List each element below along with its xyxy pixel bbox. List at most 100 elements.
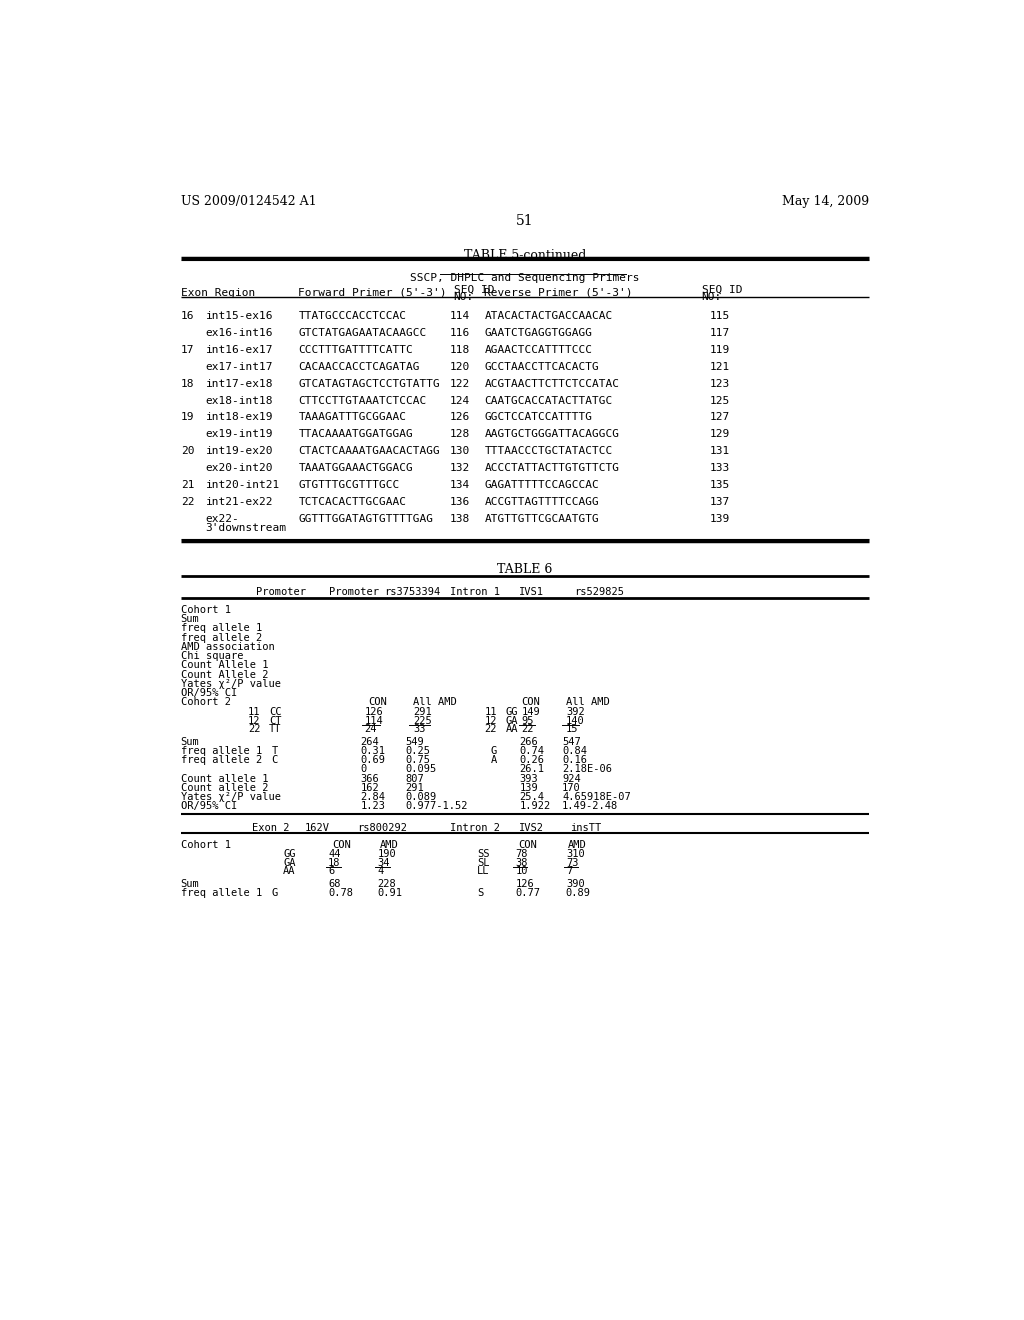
Text: 134: 134 [450,480,470,490]
Text: 1.23: 1.23 [360,801,385,812]
Text: 225: 225 [414,715,432,726]
Text: AMD: AMD [380,840,398,850]
Text: 0.095: 0.095 [406,764,436,775]
Text: 116: 116 [450,327,470,338]
Text: ACCCTATTACTTGTGTTCTG: ACCCTATTACTTGTGTTCTG [484,463,620,474]
Text: 291: 291 [406,783,424,793]
Text: Count Allele 1: Count Allele 1 [180,660,268,671]
Text: 0: 0 [360,764,367,775]
Text: 264: 264 [360,737,379,747]
Text: 549: 549 [406,737,424,747]
Text: rs529825: rs529825 [573,586,624,597]
Text: 20: 20 [180,446,195,457]
Text: S: S [477,888,483,899]
Text: 133: 133 [710,463,729,474]
Text: 132: 132 [450,463,470,474]
Text: GCCTAACCTTCACACTG: GCCTAACCTTCACACTG [484,362,599,372]
Text: 130: 130 [450,446,470,457]
Text: freq allele 1: freq allele 1 [180,746,262,756]
Text: 392: 392 [566,708,585,717]
Text: 310: 310 [566,849,585,859]
Text: Forward Primer (5'-3'): Forward Primer (5'-3') [299,288,447,298]
Text: CON: CON [332,840,350,850]
Text: 22: 22 [248,725,261,734]
Text: 0.26: 0.26 [519,755,545,766]
Text: 129: 129 [710,429,729,440]
Text: 6: 6 [328,866,334,876]
Text: TABLE 6: TABLE 6 [497,564,553,577]
Text: CT: CT [269,715,282,726]
Text: 126: 126 [450,412,470,422]
Text: 266: 266 [519,737,539,747]
Text: 547: 547 [562,737,581,747]
Text: 124: 124 [450,396,470,405]
Text: 0.31: 0.31 [360,746,385,756]
Text: GA: GA [283,858,296,867]
Text: 16: 16 [180,312,195,321]
Text: AMD association: AMD association [180,642,274,652]
Text: 2.84: 2.84 [360,792,385,803]
Text: SEQ ID: SEQ ID [454,285,494,294]
Text: 137: 137 [710,498,729,507]
Text: 0.75: 0.75 [406,755,430,766]
Text: AGAACTCCATTTTCCC: AGAACTCCATTTTCCC [484,345,593,355]
Text: 119: 119 [710,345,729,355]
Text: 117: 117 [710,327,729,338]
Text: AA: AA [506,725,518,734]
Text: 3'downstream: 3'downstream [206,523,287,532]
Text: CON: CON [518,840,537,850]
Text: CACAACCACCTCAGATAG: CACAACCACCTCAGATAG [299,362,420,372]
Text: TAAAGATTTGCGGAAC: TAAAGATTTGCGGAAC [299,412,407,422]
Text: CON: CON [521,697,541,708]
Text: Sum: Sum [180,879,200,890]
Text: freq allele 2: freq allele 2 [180,632,262,643]
Text: 123: 123 [710,379,729,388]
Text: 114: 114 [365,715,383,726]
Text: TTATGCCCACCTCCAC: TTATGCCCACCTCCAC [299,312,407,321]
Text: rs3753394: rs3753394 [384,586,440,597]
Text: GAGATTTTTCCAGCCAC: GAGATTTTTCCAGCCAC [484,480,599,490]
Text: A: A [490,755,497,766]
Text: G: G [271,888,278,899]
Text: 25.4: 25.4 [519,792,545,803]
Text: 127: 127 [710,412,729,422]
Text: 924: 924 [562,774,581,784]
Text: Cohort 1: Cohort 1 [180,840,230,850]
Text: TTACAAAATGGATGGAG: TTACAAAATGGATGGAG [299,429,414,440]
Text: 0.977-1.52: 0.977-1.52 [406,801,468,812]
Text: 118: 118 [450,345,470,355]
Text: LL: LL [477,866,489,876]
Text: ATACACTACTGACCAACAC: ATACACTACTGACCAACAC [484,312,612,321]
Text: 17: 17 [180,345,195,355]
Text: Intron 2: Intron 2 [450,822,500,833]
Text: 18: 18 [180,379,195,388]
Text: OR/95% CI: OR/95% CI [180,801,237,812]
Text: freq allele 2: freq allele 2 [180,755,262,766]
Text: 120: 120 [450,362,470,372]
Text: GA: GA [506,715,518,726]
Text: Promoter: Promoter [330,586,380,597]
Text: IVS2: IVS2 [519,822,545,833]
Text: int17-ex18: int17-ex18 [206,379,273,388]
Text: ATGTTGTTCGCAATGTG: ATGTTGTTCGCAATGTG [484,515,599,524]
Text: GTCTATGAGAATACAAGCC: GTCTATGAGAATACAAGCC [299,327,427,338]
Text: 95: 95 [521,715,535,726]
Text: 170: 170 [562,783,581,793]
Text: 24: 24 [365,725,377,734]
Text: GGCTCCATCCATTTTG: GGCTCCATCCATTTTG [484,412,593,422]
Text: 126: 126 [515,879,535,890]
Text: 0.78: 0.78 [328,888,353,899]
Text: insTT: insTT [569,822,601,833]
Text: TTTAACCCTGCTATACTCC: TTTAACCCTGCTATACTCC [484,446,612,457]
Text: ex19-int19: ex19-int19 [206,429,273,440]
Text: 44: 44 [328,849,340,859]
Text: SEQ ID: SEQ ID [701,285,742,294]
Text: freq allele 1: freq allele 1 [180,623,262,634]
Text: Cohort 1: Cohort 1 [180,605,230,615]
Text: 18: 18 [328,858,340,867]
Text: 38: 38 [515,858,528,867]
Text: TAAATGGAAACTGGACG: TAAATGGAAACTGGACG [299,463,414,474]
Text: int18-ex19: int18-ex19 [206,412,273,422]
Text: 807: 807 [406,774,424,784]
Text: Cohort 2: Cohort 2 [180,697,230,708]
